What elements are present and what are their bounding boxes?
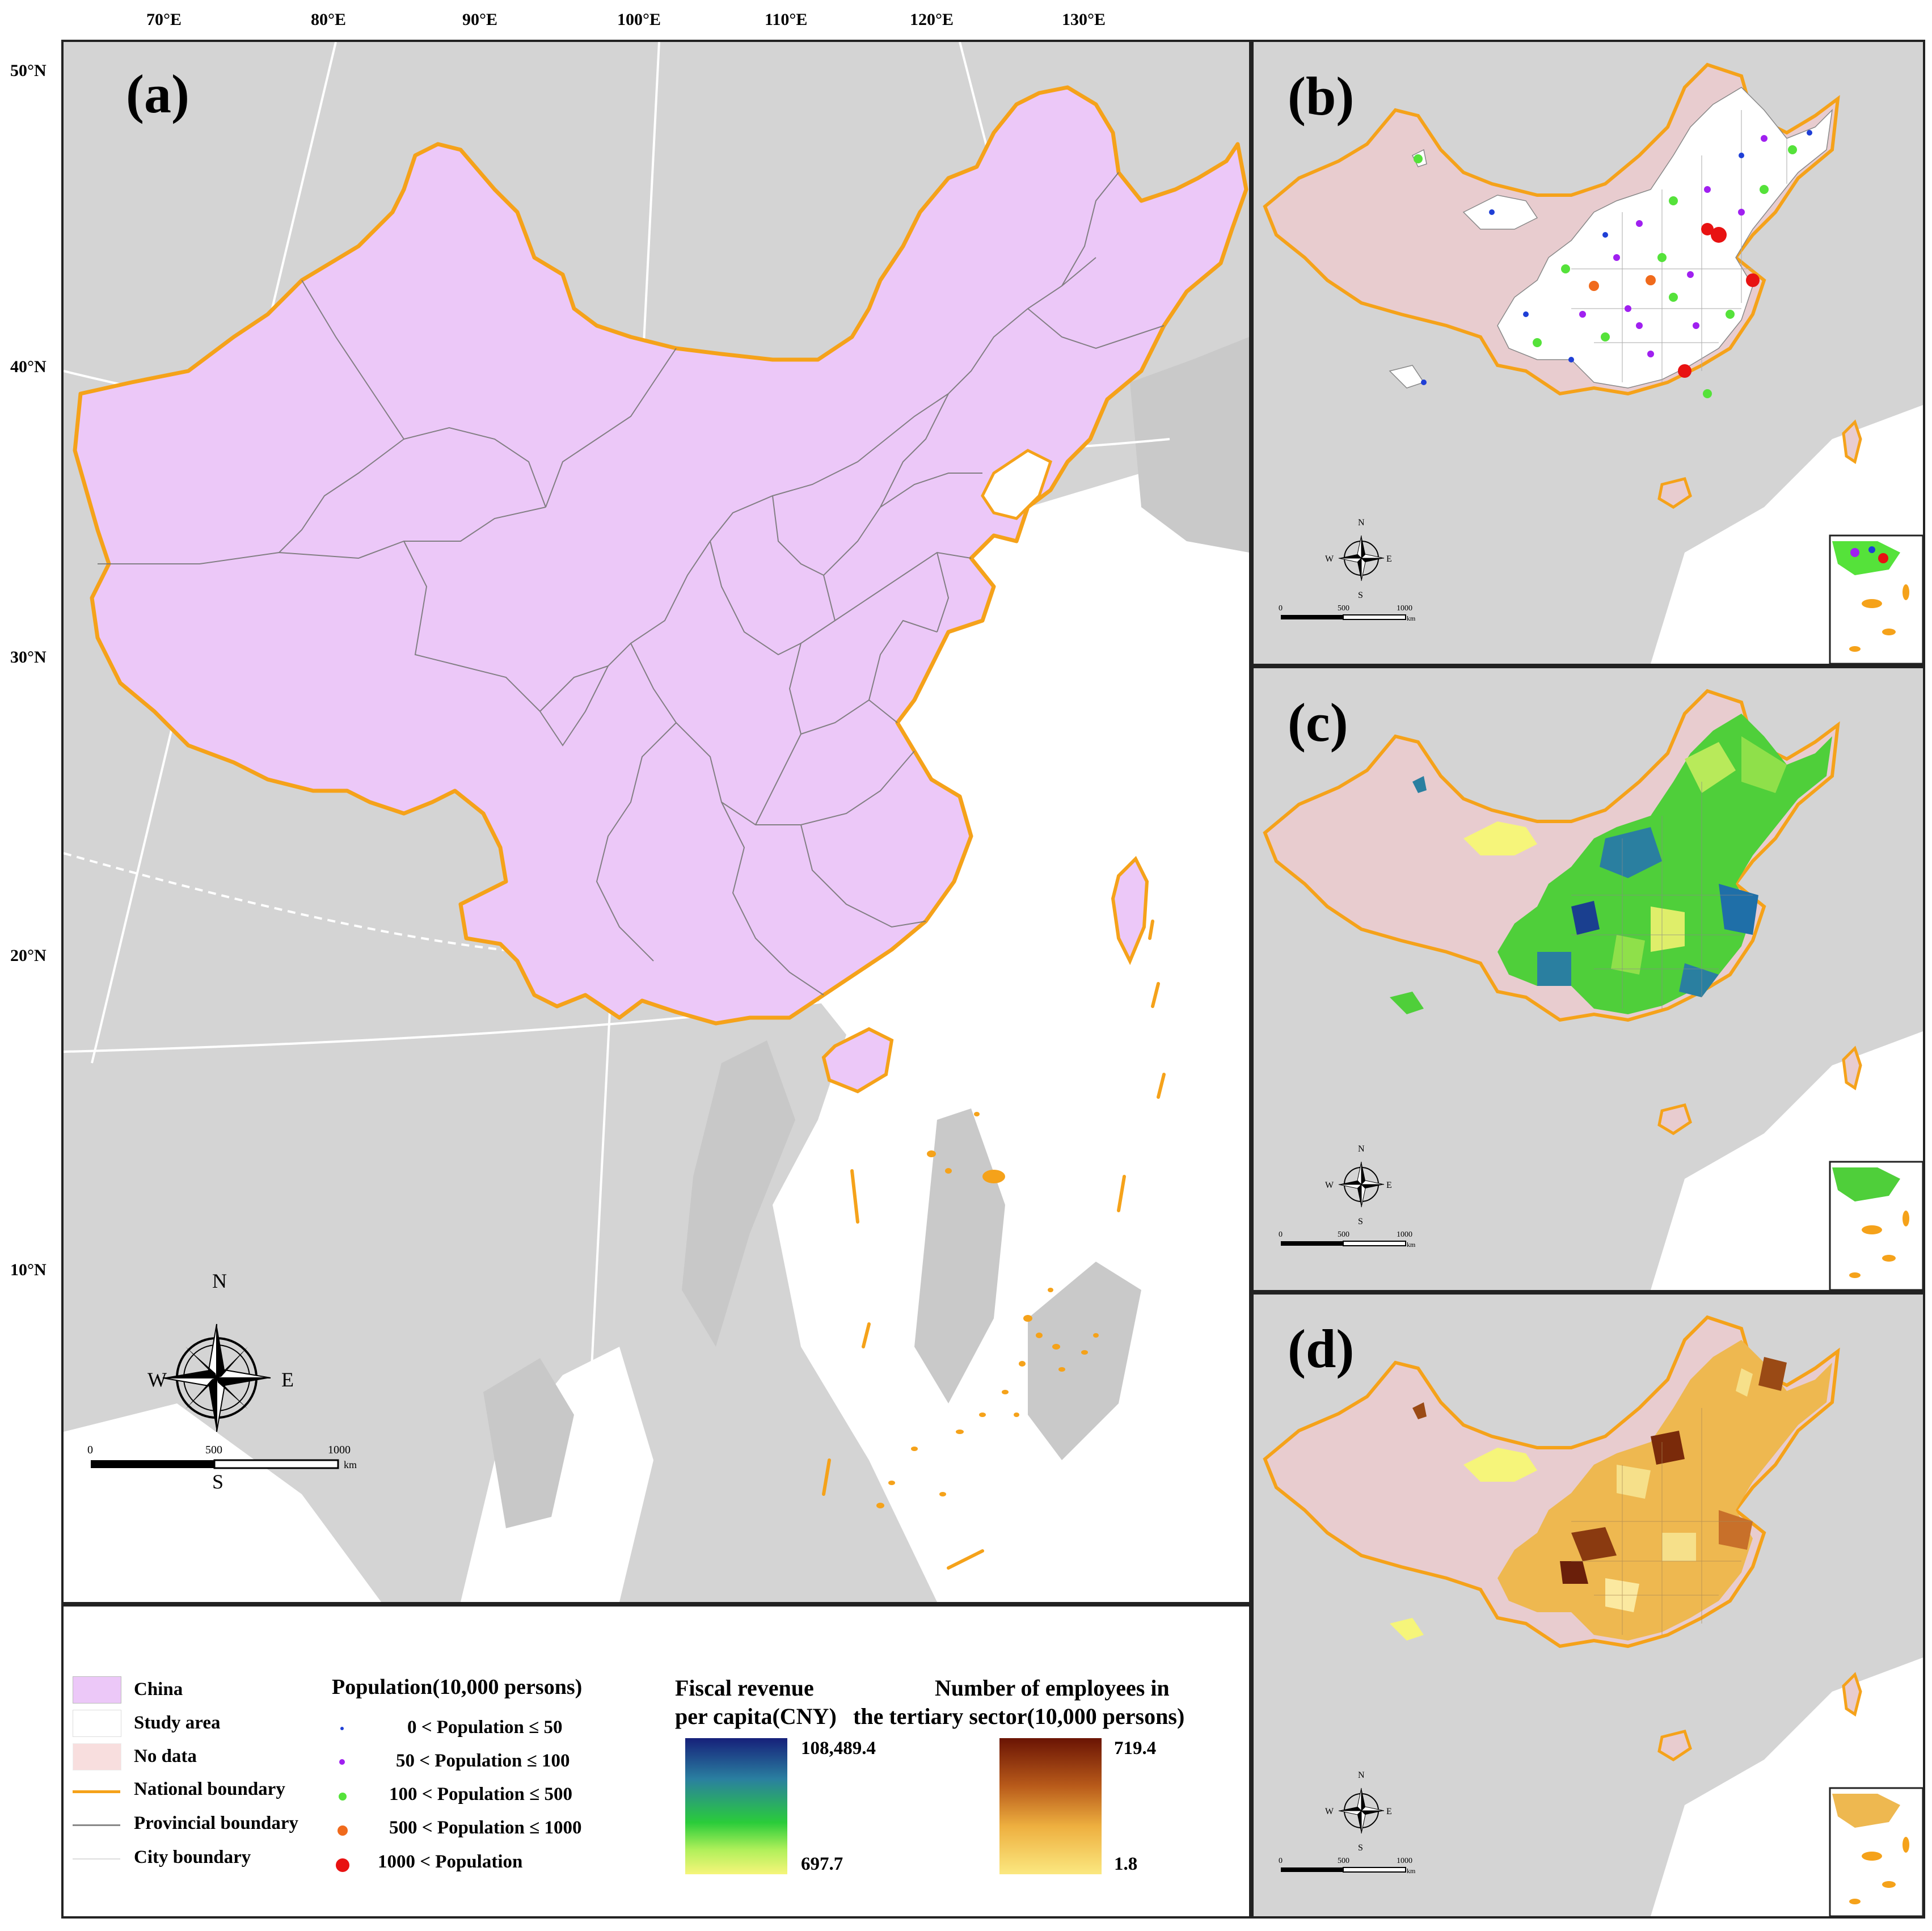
scale-bar (91, 1459, 339, 1469)
svg-text:km: km (1407, 1241, 1416, 1249)
svg-text:S: S (1358, 1217, 1363, 1226)
svg-text:E: E (1386, 554, 1392, 564)
lat-label-40: 40°N (10, 357, 47, 376)
panel-d-map[interactable]: N S E W 0 500 1000 km (d) (1251, 1292, 1925, 1919)
svg-text:500: 500 (1338, 1857, 1349, 1865)
svg-text:W: W (1325, 1807, 1334, 1816)
svg-text:S: S (1358, 591, 1363, 600)
legend-pop-class-5: 1000 < Population (378, 1852, 523, 1872)
lon-label-130: 130°E (1062, 10, 1106, 29)
svg-text:N: N (1358, 1144, 1365, 1154)
legend-employees-max: 719.4 (1114, 1738, 1157, 1759)
legend-pop-class-1: 0 < Population ≤ 50 (407, 1717, 563, 1738)
panel-d-svg: N S E W 0 500 1000 km (1254, 1295, 1923, 1916)
panel-c-label: (c) (1288, 692, 1348, 753)
lon-label-100: 100°E (617, 10, 661, 29)
pop-dot-3-icon (339, 1793, 347, 1801)
svg-text:1000: 1000 (1397, 604, 1412, 613)
pop-dot-4-icon (338, 1825, 348, 1836)
compass-n: N (212, 1270, 227, 1292)
legend-china-swatch (73, 1676, 121, 1704)
legend-fiscal-max: 108,489.4 (801, 1738, 876, 1759)
lon-label-80: 80°E (311, 10, 347, 29)
svg-text:500: 500 (1338, 604, 1349, 613)
compass-d-icon (1338, 1787, 1385, 1834)
lat-label-30: 30°N (10, 648, 47, 667)
svg-text:0: 0 (1279, 604, 1283, 613)
legend-fiscal-title-2: per capita(CNY) (675, 1704, 837, 1729)
svg-text:1000: 1000 (1397, 1857, 1412, 1865)
panel-c-svg: N S E W 0 500 1000 km (1254, 668, 1923, 1290)
panel-a-svg: N S E W 0 500 1000 km (64, 42, 1249, 1602)
lon-label-110: 110°E (765, 10, 808, 29)
legend-employees-title-1: Number of employees in (935, 1675, 1170, 1701)
panel-b-map[interactable]: N S E W 0 500 1000 km (b) (1251, 40, 1925, 666)
svg-text:0: 0 (87, 1444, 93, 1456)
pop-dot-1-icon (340, 1727, 344, 1730)
lat-label-20: 20°N (10, 946, 47, 965)
svg-text:E: E (1386, 1180, 1392, 1190)
legend-provincial-label: Provincial boundary (134, 1813, 299, 1833)
panel-b-svg: N S E W 0 500 1000 km (1254, 42, 1923, 664)
legend-employees-min: 1.8 (1114, 1854, 1138, 1874)
employees-colorbar (999, 1738, 1102, 1874)
population-dots (1414, 130, 1812, 398)
svg-text:1000: 1000 (328, 1444, 351, 1456)
legend-pop-class-2: 50 < Population ≤ 100 (396, 1751, 570, 1771)
legend-pop-class-3: 100 < Population ≤ 500 (389, 1784, 572, 1804)
svg-text:N: N (1358, 1770, 1365, 1780)
panel-b-label: (b) (1288, 66, 1355, 127)
compass-rose-icon (162, 1323, 271, 1432)
fiscal-colorbar (685, 1738, 787, 1874)
panel-a-map[interactable]: N S E W 0 500 1000 km (a) (61, 40, 1251, 1604)
pop-dot-2-icon (339, 1759, 345, 1765)
legend-national-line (73, 1790, 120, 1793)
legend-city-line (73, 1858, 120, 1860)
legend-study-label: Study area (134, 1713, 221, 1733)
scale-bar-b (1281, 614, 1406, 620)
legend-pop-class-4: 500 < Population ≤ 1000 (389, 1818, 582, 1838)
lon-label-70: 70°E (146, 10, 182, 29)
legend-city-label: City boundary (134, 1847, 251, 1867)
lat-label-50: 50°N (10, 61, 47, 80)
legend-national-label: National boundary (134, 1779, 285, 1799)
lon-label-120: 120°E (910, 10, 954, 29)
svg-text:km: km (1407, 1867, 1416, 1875)
legend-employees-title-2: the tertiary sector(10,000 persons) (853, 1704, 1185, 1729)
compass-w: W (147, 1368, 167, 1391)
legend-nodata-label: No data (134, 1746, 197, 1766)
svg-text:N: N (1358, 518, 1365, 528)
svg-text:500: 500 (205, 1444, 222, 1456)
panel-c-map[interactable]: N S E W 0 500 1000 km (c) (1251, 666, 1925, 1292)
svg-text:500: 500 (1338, 1230, 1349, 1239)
svg-text:1000: 1000 (1397, 1230, 1412, 1239)
panel-a-label: (a) (126, 64, 189, 124)
compass-e: E (281, 1368, 294, 1391)
legend-study-swatch (73, 1710, 121, 1737)
legend-nodata-swatch (73, 1743, 121, 1770)
compass-s: S (212, 1470, 223, 1493)
compass-c-icon (1338, 1161, 1385, 1208)
svg-text:km: km (1407, 614, 1416, 622)
svg-text:E: E (1386, 1807, 1392, 1816)
legend-fiscal-min: 697.7 (801, 1854, 843, 1874)
svg-text:S: S (1358, 1843, 1363, 1853)
legend-fiscal-title-1: Fiscal revenue (675, 1675, 814, 1701)
svg-text:km: km (344, 1459, 357, 1470)
svg-text:W: W (1325, 554, 1334, 564)
svg-text:0: 0 (1279, 1857, 1283, 1865)
svg-text:W: W (1325, 1180, 1334, 1190)
lat-label-10: 10°N (10, 1260, 47, 1279)
pop-dot-5-icon (336, 1858, 349, 1872)
compass-b-icon (1338, 535, 1385, 581)
lon-label-90: 90°E (462, 10, 498, 29)
legend-population-title: Population(10,000 persons) (332, 1675, 583, 1699)
legend-china-label: China (134, 1679, 183, 1700)
svg-text:0: 0 (1279, 1230, 1283, 1239)
legend-provincial-line (73, 1824, 120, 1826)
panel-d-label: (d) (1288, 1318, 1355, 1379)
